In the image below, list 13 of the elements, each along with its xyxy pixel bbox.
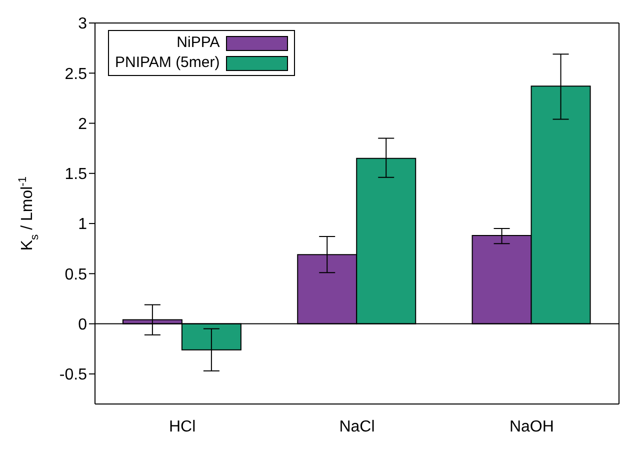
x-tick-label: NaCl <box>339 418 375 436</box>
y-tick-label: 1 <box>78 216 88 234</box>
y-tick-label: -0.5 <box>59 366 88 384</box>
y-tick-label: 1.5 <box>64 166 88 184</box>
y-tick-label: 3 <box>78 16 88 33</box>
x-tick-label: NaOH <box>509 418 554 436</box>
y-tick-label: 0 <box>78 316 88 334</box>
x-tick-label: HCl <box>168 418 196 436</box>
y-tick-label: 0.5 <box>64 266 88 284</box>
legend-label: PNIPAM (5mer) <box>115 53 220 73</box>
legend-label: NiPPA <box>176 33 220 53</box>
y-tick-label: 2 <box>78 116 88 133</box>
y-tick-label: 2.5 <box>64 66 88 83</box>
